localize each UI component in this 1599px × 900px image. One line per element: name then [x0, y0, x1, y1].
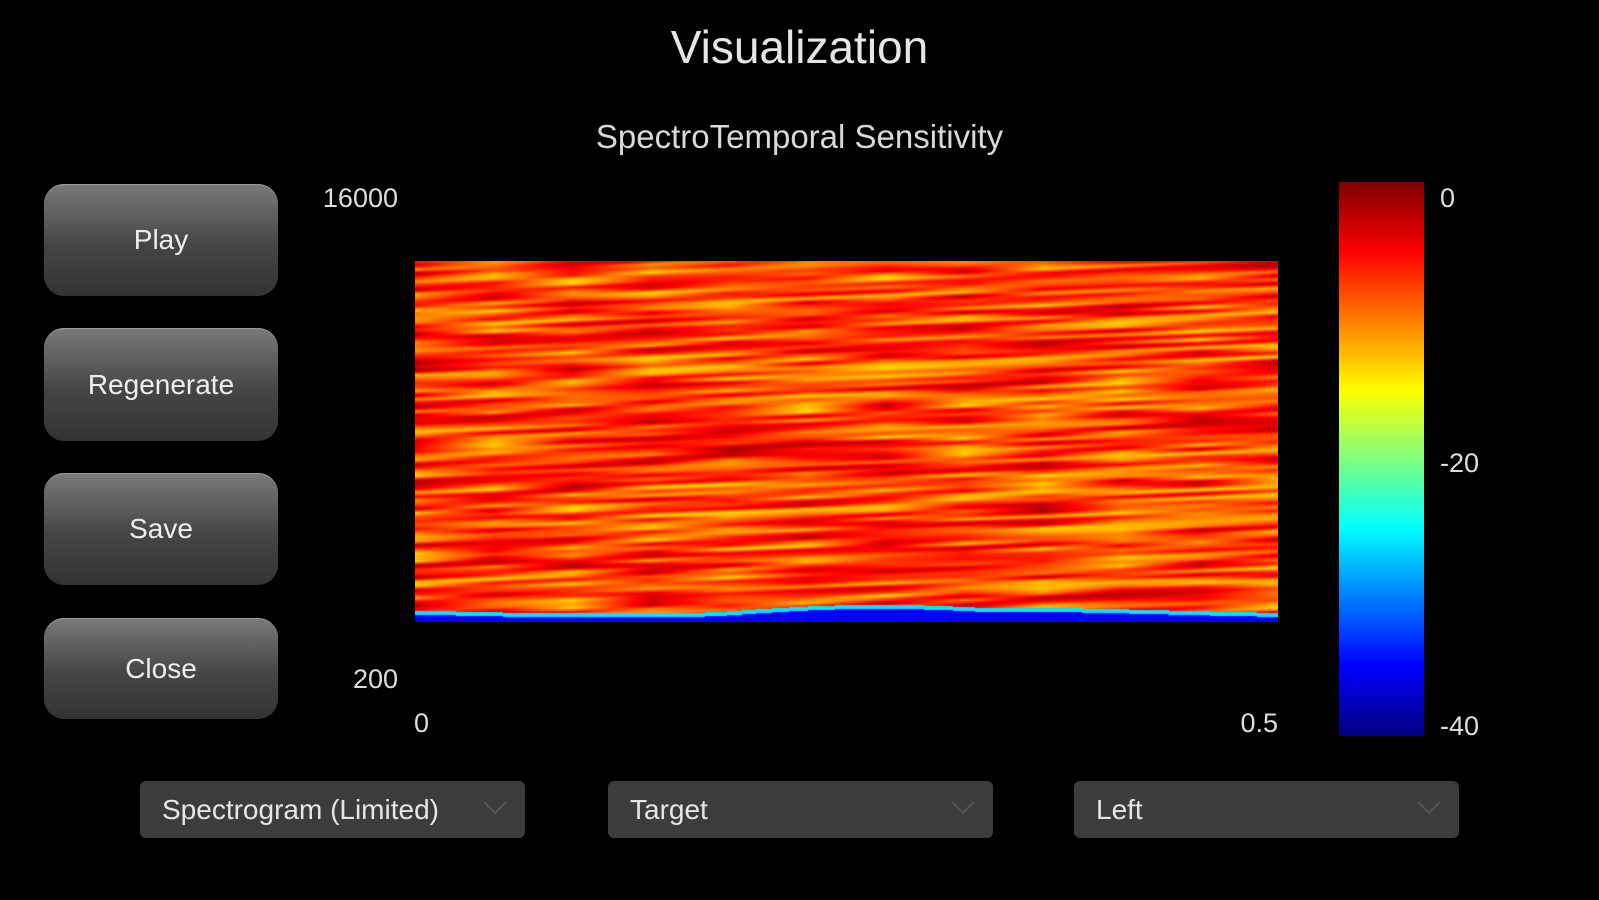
- x-tick-label: 0: [414, 708, 430, 738]
- source-dropdown[interactable]: Target: [608, 781, 993, 838]
- regenerate-button[interactable]: Regenerate: [44, 328, 278, 441]
- chevron-down-icon: [951, 791, 975, 815]
- colorbar-tick-label: 0: [1440, 183, 1456, 213]
- chart-title: SpectroTemporal Sensitivity: [595, 118, 1004, 155]
- channel-dropdown[interactable]: Left: [1074, 781, 1459, 838]
- channel-value: Left: [1096, 793, 1143, 825]
- page-title: Visualization: [670, 21, 929, 73]
- chevron-down-icon: [1417, 791, 1441, 815]
- play-button[interactable]: Play: [44, 184, 278, 296]
- save-button[interactable]: Save: [44, 473, 278, 585]
- colorbar: [1339, 182, 1424, 736]
- colorbar-tick-label: -20: [1440, 448, 1480, 478]
- chevron-down-icon: [483, 791, 507, 815]
- source-value: Target: [630, 793, 708, 825]
- close-button[interactable]: Close: [44, 618, 278, 719]
- colorbar-tick-label: -40: [1440, 711, 1480, 741]
- y-tick-label: 200: [352, 664, 398, 694]
- heatmap-plot: [415, 261, 1278, 622]
- y-tick-label: 16000: [322, 183, 398, 213]
- view-type-dropdown[interactable]: Spectrogram (Limited): [140, 781, 525, 838]
- view-type-value: Spectrogram (Limited): [162, 793, 439, 825]
- x-tick-label: 0.5: [1240, 708, 1278, 738]
